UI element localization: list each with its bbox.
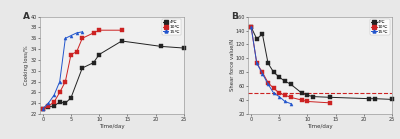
Text: A: A	[23, 12, 30, 21]
Y-axis label: Shear force value/N: Shear force value/N	[229, 39, 234, 91]
X-axis label: Time/day: Time/day	[307, 124, 333, 129]
Legend: 4℃, 10℃, 15℃: 4℃, 10℃, 15℃	[162, 19, 182, 35]
Y-axis label: Cooking loss/%: Cooking loss/%	[24, 45, 29, 85]
X-axis label: Time/day: Time/day	[99, 124, 125, 129]
Legend: 4℃, 10℃, 15℃: 4℃, 10℃, 15℃	[370, 19, 390, 35]
Text: B: B	[231, 12, 238, 21]
